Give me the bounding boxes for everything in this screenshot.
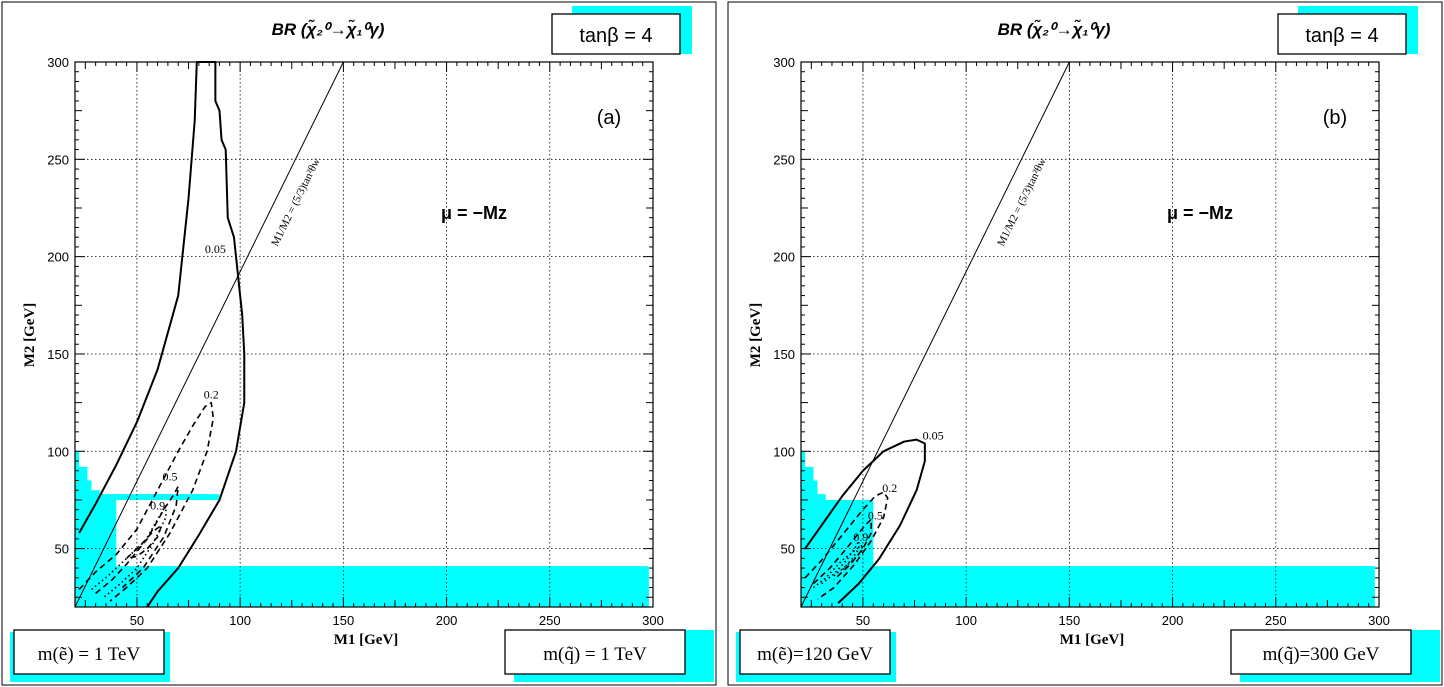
y-tick-label: 200 bbox=[773, 250, 795, 265]
x-tick-label: 300 bbox=[1368, 613, 1390, 628]
plot-area bbox=[800, 61, 1380, 608]
x-axis-label: M1 [GeV] bbox=[1060, 632, 1125, 648]
y-tick-label: 150 bbox=[773, 347, 795, 362]
contour-line-2 bbox=[95, 485, 180, 594]
selectron-box bbox=[739, 629, 891, 675]
contour-line-3 bbox=[91, 504, 167, 598]
ratio-line bbox=[74, 61, 344, 608]
contour-line-4 bbox=[812, 543, 864, 589]
contour-label: 0.2 bbox=[204, 388, 219, 402]
x-tick-label: 50 bbox=[130, 613, 144, 628]
panel-label: (b) bbox=[1323, 107, 1347, 129]
contour-line-3 bbox=[821, 540, 860, 585]
tanb-label: tanβ = 4 bbox=[579, 25, 652, 47]
ratio-line-label: M1/M2 = (5/3)tan²θw bbox=[995, 156, 1048, 248]
mu-label: μ = −Mz bbox=[441, 203, 507, 223]
contour-line-1 bbox=[78, 401, 215, 602]
y-tick-label: 250 bbox=[773, 152, 795, 167]
contour-label: 0.05 bbox=[205, 242, 226, 256]
y-tick-label: 50 bbox=[781, 542, 795, 557]
x-axis-label: M1 [GeV] bbox=[334, 632, 399, 648]
y-tick-label: 100 bbox=[773, 444, 795, 459]
contour-line-4 bbox=[126, 524, 163, 560]
contour-chart-b: 50 100 150 200 250 300 50 100 150 200 250 300 M1/M2 … bbox=[727, 1, 1443, 686]
x-tick-label: 50 bbox=[856, 613, 870, 628]
x-tick-label: 200 bbox=[436, 613, 458, 628]
contour-label: 0.5 bbox=[162, 469, 177, 483]
chart-title: BR (χ̃₂⁰→χ̃₁⁰γ) bbox=[272, 19, 385, 39]
contour-label: 0.5 bbox=[868, 508, 883, 522]
ratio-line-label: M1/M2 = (5/3)tan²θw bbox=[269, 156, 322, 248]
contour-label: 0.2 bbox=[882, 481, 897, 495]
x-tick-label: 250 bbox=[1265, 613, 1287, 628]
squark-label: m(q̃)=300 GeV bbox=[1263, 644, 1380, 665]
y-tick-label: 150 bbox=[47, 347, 69, 362]
x-tick-label: 100 bbox=[229, 613, 251, 628]
mu-label: μ = −Mz bbox=[1167, 203, 1233, 223]
squark-box bbox=[1230, 629, 1412, 675]
x-tick-label: 150 bbox=[1059, 613, 1081, 628]
y-tick-label: 300 bbox=[47, 55, 69, 70]
selectron-box bbox=[13, 629, 165, 675]
excluded-region-1 bbox=[75, 451, 117, 500]
panel-label: (a) bbox=[597, 107, 621, 129]
selectron-label: m(ẽ) = 1 TeV bbox=[38, 644, 141, 665]
panel-frame bbox=[1, 1, 717, 686]
y-tick-label: 250 bbox=[47, 152, 69, 167]
x-tick-label: 150 bbox=[333, 613, 355, 628]
y-tick-label: 200 bbox=[47, 250, 69, 265]
contour-label: 0.05 bbox=[923, 429, 944, 443]
x-tick-label: 100 bbox=[955, 613, 977, 628]
y-tick-label: 100 bbox=[47, 444, 69, 459]
x-tick-label: 200 bbox=[1162, 613, 1184, 628]
y-tick-label: 50 bbox=[55, 542, 69, 557]
y-tick-label: 300 bbox=[773, 55, 795, 70]
contour-line-1 bbox=[804, 491, 889, 600]
chart-panel-b: 50 100 150 200 250 300 50 100 150 200 250 300 M1/M2 … bbox=[726, 0, 1444, 687]
tanb-label: tanβ = 4 bbox=[1305, 25, 1378, 47]
contour-line-2 bbox=[812, 518, 872, 585]
tanb-box bbox=[551, 13, 681, 55]
contour-chart-a: 50 100 150 200 250 300 50 100 150 200 250 300 M1/M2 … bbox=[1, 1, 717, 686]
selectron-label: m(ẽ)=120 GeV bbox=[757, 644, 873, 665]
contour-line-0 bbox=[78, 61, 246, 608]
squark-label: m(q̃) = 1 TeV bbox=[543, 644, 647, 665]
tanb-box bbox=[1277, 13, 1407, 55]
x-tick-label: 300 bbox=[642, 613, 664, 628]
panel-frame bbox=[727, 1, 1443, 686]
excluded-region-0 bbox=[801, 566, 1375, 607]
y-axis-label: M2 [GeV] bbox=[748, 303, 764, 368]
excluded-region-0 bbox=[75, 494, 649, 607]
chart-panel-a: 50 100 150 200 250 300 50 100 150 200 250 300 M1/M2 … bbox=[0, 0, 718, 687]
plot-area bbox=[74, 61, 654, 608]
x-tick-label: 250 bbox=[539, 613, 561, 628]
contour-label: 0.9 bbox=[150, 499, 165, 513]
y-axis-label: M2 [GeV] bbox=[22, 303, 38, 368]
chart-title: BR (χ̃₂⁰→χ̃₁⁰γ) bbox=[998, 19, 1111, 39]
contour-label: 0.9 bbox=[853, 530, 868, 544]
ratio-line bbox=[800, 61, 1070, 608]
squark-box bbox=[504, 629, 686, 675]
contour-line-0 bbox=[804, 438, 926, 604]
